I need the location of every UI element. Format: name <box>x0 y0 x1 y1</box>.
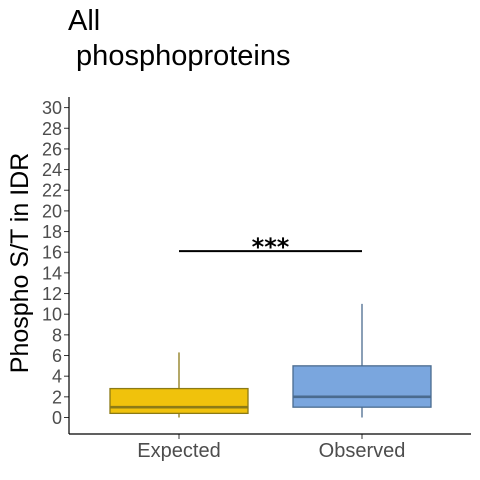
x-axis-ticks: Expected Observed <box>137 434 405 462</box>
x-tick-label: Observed <box>319 440 406 462</box>
y-tick-label: 26 <box>42 139 62 159</box>
box-expected <box>109 352 249 418</box>
y-tick-label: 0 <box>52 408 62 428</box>
chart-title-line-2: phosphoproteins <box>68 40 291 72</box>
significance-annotation: *** <box>179 233 362 261</box>
x-tick-label: Expected <box>137 440 220 462</box>
box-observed <box>292 303 432 418</box>
y-tick-label: 24 <box>42 160 62 180</box>
y-tick-label: 22 <box>42 181 62 201</box>
y-tick-label: 4 <box>52 367 62 387</box>
y-tick-label: 14 <box>42 263 62 283</box>
y-tick-label: 8 <box>52 325 62 345</box>
y-tick-label: 18 <box>42 222 62 242</box>
box-series <box>109 303 432 418</box>
significance-stars: *** <box>252 233 290 261</box>
y-tick-label: 6 <box>52 346 62 366</box>
y-axis-label: Phospho S/T in IDR <box>6 153 34 373</box>
y-tick-label: 28 <box>42 119 62 139</box>
box-body <box>109 387 249 415</box>
box-body <box>292 365 432 408</box>
y-tick-label: 12 <box>42 284 62 304</box>
y-tick-label: 10 <box>42 305 62 325</box>
y-tick-label: 16 <box>42 243 62 263</box>
chart-title-line-1: All <box>68 5 100 37</box>
y-tick-label: 20 <box>42 201 62 221</box>
y-tick-label: 30 <box>42 98 62 118</box>
y-tick-label: 2 <box>52 387 62 407</box>
